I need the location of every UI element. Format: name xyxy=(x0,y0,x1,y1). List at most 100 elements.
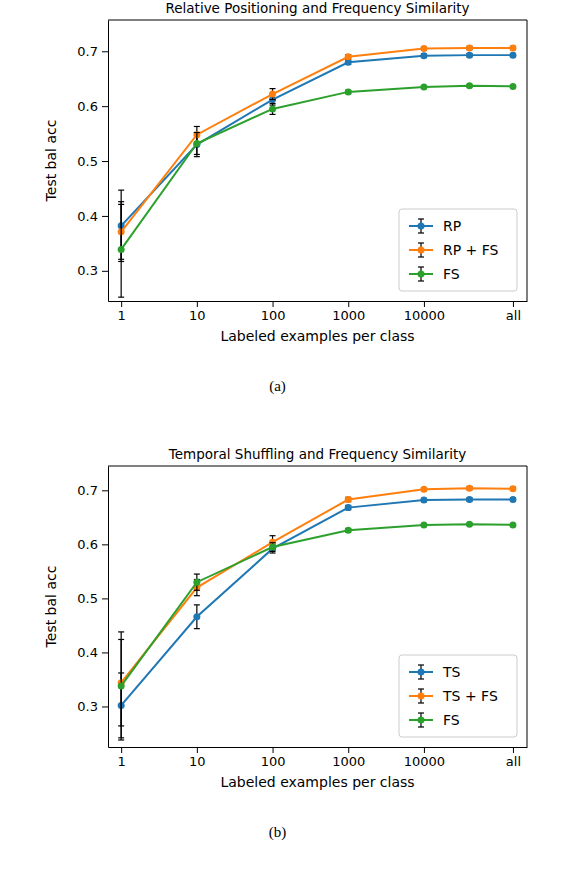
error-bar-cap xyxy=(118,739,124,740)
y-tick-mark xyxy=(102,216,108,217)
legend-swatch-cap xyxy=(418,664,424,665)
point xyxy=(193,613,200,620)
chart-title: Temporal Shuffling and Frequency Similar… xyxy=(168,446,467,462)
y-axis-title: Test bal acc xyxy=(43,120,59,203)
x-tick-label: 100 xyxy=(261,754,286,769)
legend-item: TS + FS xyxy=(409,688,498,704)
error-bar-cap xyxy=(270,542,276,543)
x-axis: 110100100010000all xyxy=(109,301,528,323)
x-axis-title: Labeled examples per class xyxy=(220,328,414,344)
point xyxy=(118,682,125,689)
x-tick: 1000 xyxy=(332,301,365,323)
legend-label: TS + FS xyxy=(442,688,498,704)
y-tick-label: 0.5 xyxy=(77,591,98,606)
error-bar-cap xyxy=(194,590,200,591)
error-bar-cap xyxy=(118,297,124,298)
x-tick-mark xyxy=(121,747,122,753)
error-bar-cap xyxy=(270,99,276,100)
legend-swatch-marker xyxy=(418,247,425,254)
figure: Relative Positioning and Frequency Simil… xyxy=(0,0,568,892)
chart-title: Relative Positioning and Frequency Simil… xyxy=(165,0,469,16)
x-tick-label: 10000 xyxy=(404,308,445,323)
x-tick-mark xyxy=(424,301,425,307)
series-line xyxy=(121,55,513,226)
y-tick: 0.7 xyxy=(77,44,108,59)
plot-area xyxy=(118,485,517,740)
point xyxy=(420,521,427,528)
panel: Relative Positioning and Frequency Simil… xyxy=(43,0,528,395)
legend-swatch-marker xyxy=(418,223,425,230)
legend-label: FS xyxy=(443,712,460,728)
y-tick-label: 0.7 xyxy=(77,483,98,498)
x-tick: 10000 xyxy=(404,301,445,323)
legend-label: RP + FS xyxy=(443,242,499,258)
x-tick-label: 10 xyxy=(189,754,206,769)
x-tick-mark xyxy=(197,301,198,307)
y-tick-mark xyxy=(102,652,108,653)
x-tick: 100 xyxy=(261,747,286,769)
error-bar xyxy=(194,133,200,155)
x-tick: 100 xyxy=(261,301,286,323)
point xyxy=(345,527,352,534)
y-tick: 0.5 xyxy=(77,591,108,606)
y-tick: 0.5 xyxy=(77,154,108,169)
x-tick-mark xyxy=(513,301,514,307)
point xyxy=(345,53,352,60)
error-bar-cap xyxy=(270,88,276,89)
legend-swatch-cap xyxy=(418,688,424,689)
y-tick-label: 0.4 xyxy=(77,645,98,660)
y-axis: 0.30.40.50.60.7 xyxy=(77,21,108,302)
x-tick-label: all xyxy=(506,754,521,769)
error-bar-cap xyxy=(194,156,200,157)
y-tick: 0.7 xyxy=(77,483,108,498)
point xyxy=(420,497,427,504)
legend-box xyxy=(399,209,517,291)
x-tick-mark xyxy=(424,747,425,753)
legend-swatch-marker xyxy=(418,271,425,278)
legend-swatch-cap xyxy=(418,712,424,713)
point xyxy=(466,521,473,528)
legend-box xyxy=(399,655,517,737)
error-bar-cap xyxy=(194,126,200,127)
error-bar-cap xyxy=(194,573,200,574)
y-tick-mark xyxy=(102,490,108,491)
y-tick: 0.3 xyxy=(77,263,108,278)
x-tick-mark xyxy=(273,747,274,753)
point xyxy=(466,82,473,89)
legend-item: TS xyxy=(409,664,461,680)
series-line xyxy=(121,488,513,683)
legend-swatch-marker xyxy=(418,669,425,676)
error-bar xyxy=(270,89,276,100)
error-bar xyxy=(118,202,124,297)
x-tick-mark xyxy=(273,301,274,307)
y-tick-mark xyxy=(102,706,108,707)
error-bar-cap xyxy=(194,132,200,133)
x-tick-mark xyxy=(513,747,514,753)
point xyxy=(466,44,473,51)
error-bar-cap xyxy=(194,628,200,629)
x-axis: 110100100010000all xyxy=(109,747,528,769)
y-tick-label: 0.5 xyxy=(77,154,98,169)
legend-swatch-cap xyxy=(418,266,424,267)
error-bar-cap xyxy=(194,132,200,133)
legend-item: FS xyxy=(409,266,460,282)
y-tick: 0.4 xyxy=(77,645,108,660)
y-tick-mark xyxy=(102,106,108,107)
error-bar-cap xyxy=(270,551,276,552)
x-tick-mark xyxy=(197,747,198,753)
point xyxy=(420,52,427,59)
x-axis-title: Labeled examples per class xyxy=(220,774,414,790)
x-tick: 1000 xyxy=(332,747,365,769)
x-tick-mark xyxy=(348,747,349,753)
error-bar-cap xyxy=(118,190,124,191)
point xyxy=(193,579,200,586)
x-tick-label: all xyxy=(506,308,521,323)
point xyxy=(345,504,352,511)
y-tick-label: 0.3 xyxy=(77,699,98,714)
x-tick: all xyxy=(506,747,521,769)
caption: (a) xyxy=(269,378,286,395)
x-tick-label: 1 xyxy=(118,308,126,323)
frame-right xyxy=(527,20,528,301)
legend-swatch-cap xyxy=(418,702,424,703)
legend-swatch-cap xyxy=(418,242,424,243)
